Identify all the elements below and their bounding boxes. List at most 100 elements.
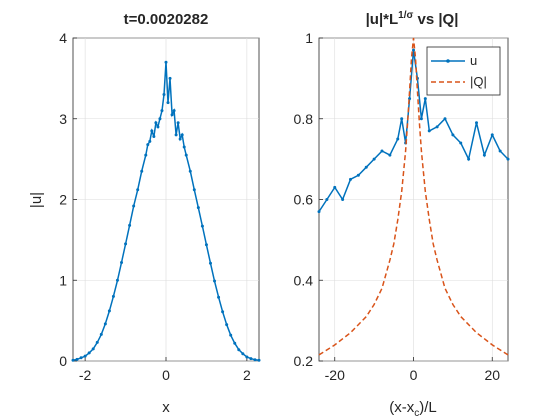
left-data-point [166, 101, 170, 105]
right-data-point [451, 133, 455, 137]
left-data-point [75, 357, 79, 361]
left-data-point [71, 358, 75, 362]
left-data-point [111, 294, 115, 298]
left-data-point [170, 113, 174, 117]
right-axes: -20 0 20 0.2 0.4 0.6 0.8 1 |u|*L1/σ vs |Q| (x-x… [294, 10, 510, 419]
left-data-point [158, 117, 162, 121]
right-data-point [435, 125, 439, 129]
left-data-point [128, 223, 132, 227]
left-y-axis-label: |u| [28, 192, 45, 208]
left-data-point [154, 121, 158, 125]
right-data-point [333, 185, 337, 189]
right-data-point [423, 97, 427, 101]
left-data-point [132, 204, 136, 208]
right-data-point [356, 173, 360, 177]
left-data-point [156, 125, 160, 129]
left-data-point [99, 332, 103, 336]
left-data-point [213, 279, 217, 283]
left-data-point [237, 348, 241, 352]
right-data-point [388, 153, 392, 157]
left-data-point [140, 169, 144, 173]
left-data-point [192, 188, 196, 192]
left-data-point [152, 135, 156, 139]
right-data-point [341, 198, 345, 201]
right-series-q-line [318, 37, 509, 356]
right-y-tick-label: 1 [305, 30, 313, 46]
right-data-point [443, 117, 447, 121]
left-data-point [253, 358, 257, 362]
right-data-point [372, 157, 376, 161]
left-chart-title: t=0.0020282 [124, 11, 209, 28]
left-data-point [95, 340, 99, 344]
right-y-tick-label: 0.4 [294, 272, 314, 288]
left-data-point [182, 145, 186, 149]
right-data-point [400, 117, 404, 121]
left-y-tick-label: 0 [59, 353, 67, 369]
right-data-point [317, 210, 321, 214]
right-data-point [427, 129, 431, 133]
left-data-point [176, 121, 180, 125]
left-data-point [225, 323, 229, 327]
left-data-point [79, 356, 83, 360]
right-y-tick-label: 0.2 [294, 353, 314, 369]
legend-q-label: |Q| [470, 74, 487, 89]
left-x-tick-label: -2 [79, 367, 92, 383]
left-data-point [150, 129, 154, 133]
left-data-point [160, 109, 164, 113]
left-axes: -2 0 2 0 1 2 3 4 t=0.0020282 x |u| [28, 11, 261, 416]
right-data-point [349, 177, 352, 181]
right-data-point [364, 165, 368, 169]
right-data-point [498, 149, 502, 153]
left-x-tick-label: 0 [162, 367, 170, 383]
left-data-point [208, 261, 212, 265]
left-data-point [168, 76, 172, 80]
left-data-point [257, 358, 261, 362]
right-chart-title: |u|*L1/σ vs |Q| [366, 10, 459, 28]
right-y-tick-label: 0.6 [294, 192, 314, 208]
left-data-point [174, 133, 178, 137]
left-data-point [144, 153, 148, 157]
right-x-tick-label: -20 [325, 367, 345, 383]
left-data-point [200, 224, 204, 228]
left-data-point [107, 309, 111, 313]
left-data-point [178, 137, 182, 141]
legend-u-label: u [470, 53, 477, 68]
right-data-point [506, 157, 510, 161]
right-x-tick-label: 0 [410, 367, 418, 383]
left-data-point [241, 352, 245, 356]
left-data-point [162, 93, 166, 97]
left-data-point [221, 310, 225, 314]
left-y-tick-label: 4 [59, 30, 67, 46]
left-data-point [87, 351, 91, 355]
left-data-point [148, 139, 152, 143]
left-data-point [164, 60, 168, 64]
left-data-point [184, 153, 188, 157]
right-data-point [467, 157, 471, 161]
right-data-point [325, 198, 329, 201]
left-data-point [83, 354, 87, 358]
legend: u |Q| [426, 46, 501, 96]
left-data-point [120, 260, 124, 264]
left-data-point [172, 109, 176, 113]
right-data-point [380, 149, 384, 153]
left-data-point [115, 278, 119, 282]
right-data-point [419, 117, 423, 121]
left-y-tick-label: 2 [59, 192, 67, 208]
right-data-point [475, 121, 478, 125]
left-x-axis-label: x [162, 399, 170, 416]
right-x-tick-label: 20 [484, 367, 500, 383]
left-data-point [233, 341, 237, 345]
left-data-point [245, 355, 249, 359]
right-y-tick-label: 0.8 [294, 111, 314, 127]
left-data-point [124, 242, 128, 246]
legend-u-marker [446, 59, 450, 63]
left-data-point [180, 133, 184, 137]
left-data-point [91, 347, 95, 351]
left-x-tick-label: 2 [243, 367, 251, 383]
right-x-axis-label: (x-xc)/L [389, 399, 437, 419]
left-data-point [188, 169, 192, 173]
left-data-point [146, 143, 150, 147]
right-data-point [459, 141, 463, 145]
left-y-tick-label: 1 [59, 272, 67, 288]
